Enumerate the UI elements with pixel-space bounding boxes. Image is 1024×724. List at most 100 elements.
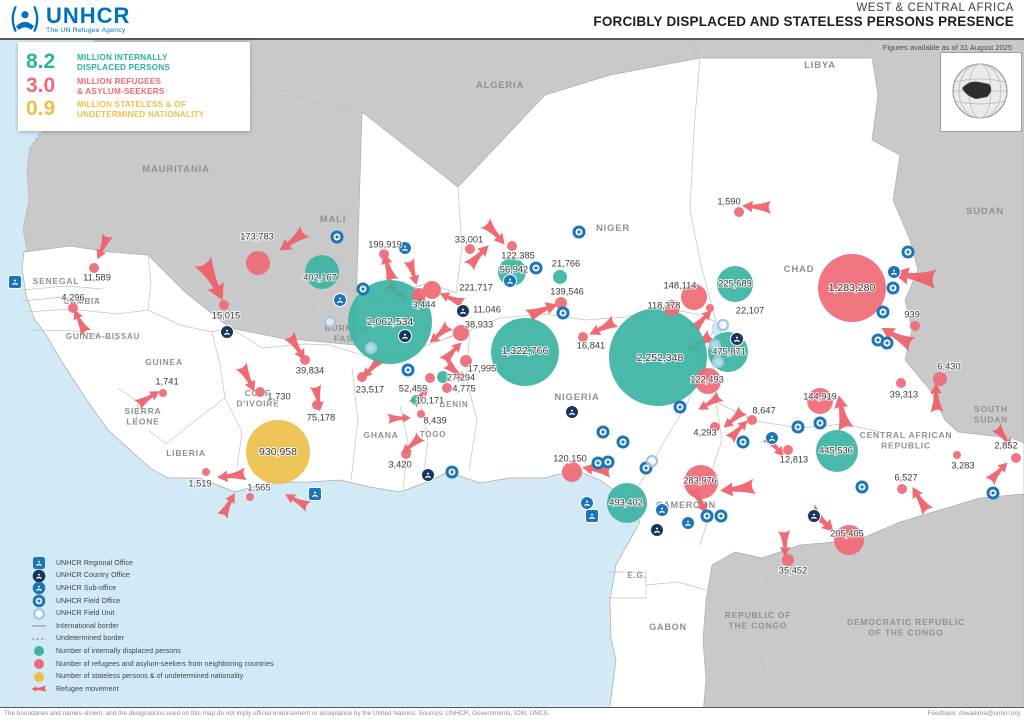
country-label: TOGO	[420, 430, 447, 439]
movement-arrow-icon	[30, 683, 48, 695]
field-unit-icon	[711, 355, 725, 369]
legend-item: Undetermined border	[30, 633, 274, 646]
sub-office-icon	[503, 274, 517, 288]
field-office-icon	[356, 282, 370, 296]
refugee-bubble	[507, 241, 517, 251]
figure-label: 118,378	[648, 300, 681, 310]
field-office-icon	[791, 420, 805, 434]
figure-label: 1,519	[188, 478, 211, 488]
figure-label: 27,294	[447, 372, 475, 382]
refugee-bubble	[1011, 453, 1021, 463]
refugee-bubble	[417, 410, 425, 418]
figure-label: 35,452	[779, 565, 807, 575]
country-office-icon	[650, 523, 664, 537]
figure-label: 8,439	[423, 415, 446, 425]
figure-label: 1,730	[267, 391, 290, 401]
refugee-bubble	[423, 281, 441, 299]
legend-item-label: Number of refugees and asylum-seekers fr…	[56, 660, 274, 668]
figure-label: 8,647	[752, 405, 775, 415]
sub-office-icon	[333, 293, 347, 307]
figure-label: 4,293	[693, 427, 716, 437]
international-border-line	[165, 397, 243, 469]
figure-label: 6,527	[894, 472, 917, 482]
country-label: GAMBIA	[63, 297, 100, 306]
international-border-icon	[30, 620, 48, 632]
stat-row: 0.9 MILLION STATELESS & OF UNDETERMINED N…	[26, 97, 242, 121]
stat-value: 0.9	[26, 97, 56, 121]
international-border-line	[689, 57, 717, 323]
figure-label: 1,565	[247, 482, 270, 492]
refugee-bubble	[202, 468, 210, 476]
field-unit-icon	[716, 318, 730, 332]
country-office-icon	[565, 405, 579, 419]
country-label: CHAD	[784, 264, 815, 275]
map-legend: UNHCR Regional Office UNHCR Country Offi…	[30, 557, 274, 696]
figure-label: 939	[904, 309, 920, 319]
refugee-bubble	[664, 300, 680, 316]
figure-label: 2,252,348	[637, 352, 684, 364]
regional-office-icon	[585, 509, 599, 523]
country-label: REPUBLIC OF THE CONGO	[725, 610, 791, 631]
idp-bubble	[411, 395, 421, 405]
international-border-line	[25, 308, 149, 315]
legend-item: UNHCR Sub-office	[30, 582, 274, 595]
legend-item: UNHCR Country Office	[30, 569, 274, 583]
figure-label: 56,942	[500, 264, 528, 274]
figure-label: 930,958	[259, 446, 297, 458]
refugee-bubble	[555, 297, 567, 309]
refugee-bubble	[834, 525, 864, 555]
international-border-line	[455, 186, 463, 294]
country-office-icon	[398, 329, 412, 343]
disclaimer-text: The boundaries and names shown, and the …	[4, 710, 550, 717]
country-label: LIBERIA	[166, 448, 206, 458]
refugee-bubble	[747, 415, 757, 425]
sub-office-icon	[30, 582, 48, 595]
figure-label: 3,420	[388, 459, 411, 469]
field-office-icon	[330, 230, 344, 244]
regional-office-icon	[308, 487, 322, 501]
refugee-bubble	[896, 378, 906, 388]
figure-label: 2,062,534	[367, 316, 414, 328]
country-label: GUINEA-BISSAU	[66, 332, 140, 341]
field-unit-icon	[30, 607, 48, 620]
international-border-line	[687, 39, 701, 59]
figures-date-note: Figures available as of 31 August 2025	[882, 43, 1012, 52]
globe-highlight-region	[962, 81, 992, 99]
legend-item: Number of stateless persons & of undeter…	[30, 670, 274, 683]
figure-label: 144,919	[803, 391, 837, 401]
figure-label: 1,283,280	[829, 282, 876, 294]
stat-label: MILLION INTERNALLY DISPLACED PERSONS	[77, 53, 171, 72]
figure-label: 39,834	[296, 365, 324, 375]
refugee-bubble	[578, 332, 588, 342]
legend-item: UNHCR Field Office	[30, 594, 274, 608]
field-office-icon	[986, 486, 1000, 500]
sub-office-icon	[681, 516, 695, 530]
country-label: DEMOCRATIC REPUBLIC OF THE CONGO	[847, 617, 965, 638]
refugee-bubble	[312, 400, 322, 410]
sub-office-icon	[765, 431, 779, 445]
feedback-text: Feedback: rbwadima@unhcr.org	[927, 710, 1020, 717]
refugee-bubble	[734, 207, 744, 217]
refugee-bubble	[246, 251, 270, 275]
country-office-icon	[421, 468, 435, 482]
figure-label: 1,590	[717, 196, 740, 206]
figure-label: 475,871	[712, 346, 746, 356]
international-border-line	[22, 285, 104, 302]
refugee-bubble	[460, 355, 472, 367]
regional-office-icon	[8, 275, 22, 289]
country-label: CAMEROON	[656, 500, 716, 510]
international-border-line	[211, 331, 226, 399]
field-office-icon	[30, 594, 48, 608]
refugee-bubble	[401, 449, 411, 459]
country-label: SOUTH SUDAN	[974, 404, 1008, 425]
figure-label: 4,296	[61, 292, 84, 302]
legend-item-label: UNHCR Country Office	[56, 572, 130, 580]
sub-office-icon	[887, 265, 901, 279]
refugee-bubble	[706, 304, 714, 312]
country-label: BENIN	[440, 400, 469, 409]
legend-item-label: International border	[56, 622, 119, 630]
field-office-icon	[556, 306, 570, 320]
country-label: SUDAN	[966, 206, 1004, 217]
refugee-bubble	[412, 288, 426, 302]
refugee-bubble	[159, 389, 167, 397]
